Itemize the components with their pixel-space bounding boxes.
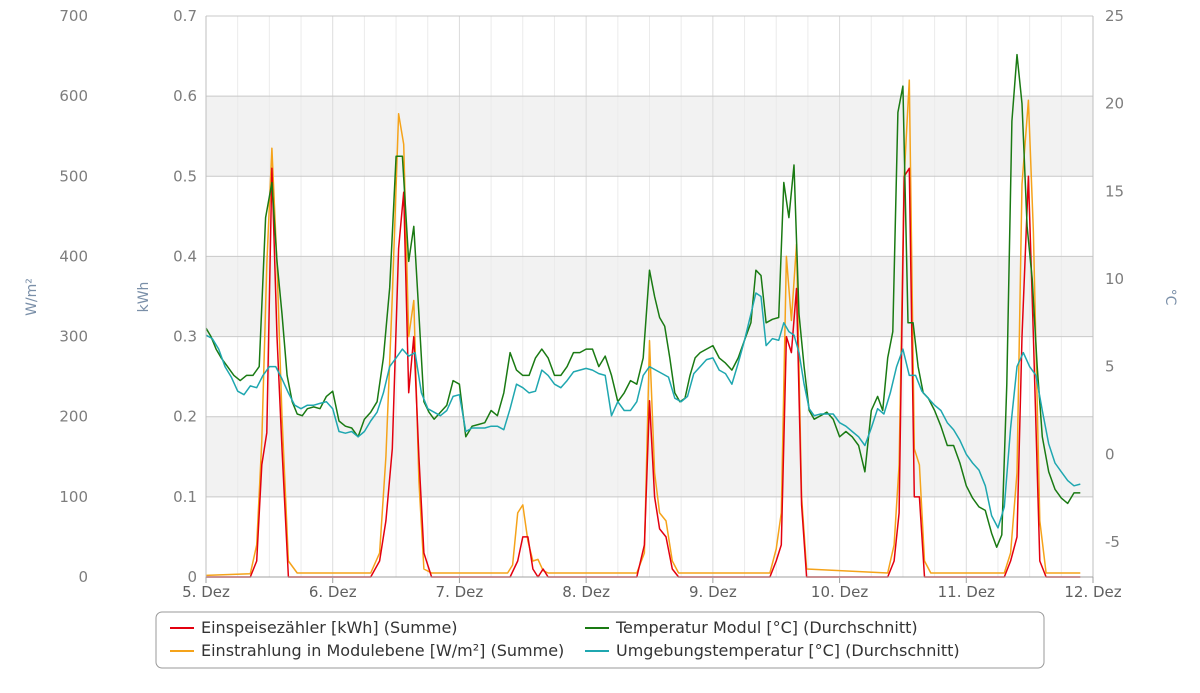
x-tick-label: 6. Dez xyxy=(309,583,357,601)
tick-label: 20 xyxy=(1105,95,1124,113)
x-tick-label: 5. Dez xyxy=(182,583,230,601)
legend-item-label[interactable]: Einspeisezähler [kWh] (Summe) xyxy=(201,618,458,637)
axis-title-celsius: °C xyxy=(1162,289,1178,306)
tick-label: 0.1 xyxy=(173,488,197,506)
tick-label: 100 xyxy=(59,488,88,506)
axis-left-kwh: 0 0.1 0.2 0.3 0.4 0.5 0.6 0.7 xyxy=(173,7,197,586)
legend-box xyxy=(155,611,1045,669)
x-tick-label: 9. Dez xyxy=(689,583,737,601)
tick-label: 0.3 xyxy=(173,328,197,346)
tick-label: -5 xyxy=(1105,533,1120,551)
tick-label: 400 xyxy=(59,247,88,265)
tick-label: 25 xyxy=(1105,7,1124,25)
tick-label: 600 xyxy=(59,87,88,105)
tick-label: 0.4 xyxy=(173,247,197,265)
series-line-3 xyxy=(205,292,1081,529)
tick-label: 5 xyxy=(1105,358,1115,376)
legend-item-label[interactable]: Temperatur Modul [°C] (Durchschnitt) xyxy=(615,618,918,637)
tick-label: 0 xyxy=(78,568,88,586)
series-line-1 xyxy=(205,79,1081,577)
axis-x: 5. Dez 6. Dez 7. Dez 8. Dez 9. Dez 10. Dez 11.… xyxy=(182,577,1122,601)
axis-title-wm2: W/m² xyxy=(24,278,40,316)
x-tick-label: 8. Dez xyxy=(562,583,610,601)
x-tick-label: 12. Dez xyxy=(1064,583,1121,601)
tick-label: 500 xyxy=(59,167,88,185)
legend-item-label[interactable]: Umgebungstemperatur [°C] (Durchschnitt) xyxy=(616,641,960,660)
series-layer xyxy=(205,53,1081,578)
axes xyxy=(205,16,1094,578)
tick-label: 300 xyxy=(59,328,88,346)
x-tick-label: 10. Dez xyxy=(811,583,868,601)
tick-label: 0 xyxy=(187,568,197,586)
tick-label: 0.7 xyxy=(173,7,197,25)
tick-label: 15 xyxy=(1105,182,1124,200)
tick-label: 0.2 xyxy=(173,408,197,426)
tick-label: 10 xyxy=(1105,270,1124,288)
legend: Einspeisezähler [kWh] (Summe) Einstrahlun… xyxy=(155,611,1045,669)
x-tick-label: 7. Dez xyxy=(436,583,484,601)
legend-item-label[interactable]: Einstrahlung in Modulebene [W/m²] (Summe… xyxy=(201,641,564,660)
tick-label: 0.5 xyxy=(173,167,197,185)
x-tick-label: 11. Dez xyxy=(938,583,995,601)
tick-label: 0.6 xyxy=(173,87,197,105)
tick-label: 0 xyxy=(1105,445,1115,463)
axis-right-celsius: -5 0 5 10 15 20 25 xyxy=(1105,7,1124,551)
tick-label: 200 xyxy=(59,408,88,426)
axis-title-kwh: kWh xyxy=(136,282,152,313)
series-line-2 xyxy=(205,53,1081,548)
tick-label: 700 xyxy=(59,7,88,25)
axis-left-wm2: 0 100 200 300 400 500 600 700 xyxy=(59,7,88,586)
series-line-0 xyxy=(206,167,1081,578)
